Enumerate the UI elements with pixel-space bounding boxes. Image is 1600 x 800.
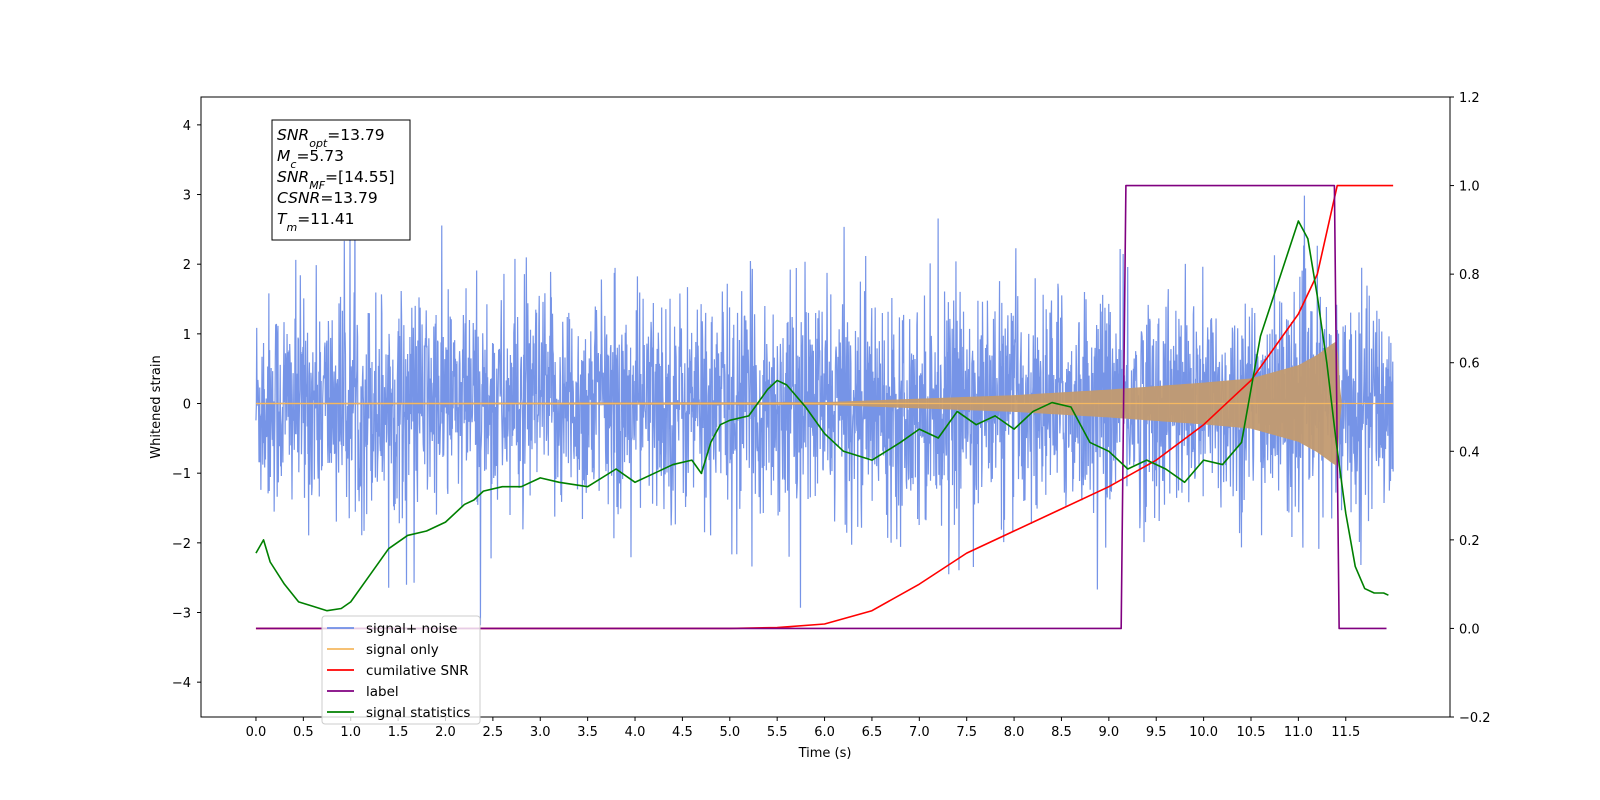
y-left-tick-label: 0	[183, 398, 191, 413]
annotation-line: SNRMF=[14.55]	[277, 168, 395, 192]
y-left-tick-label: −2	[172, 537, 191, 552]
x-tick-label: 10.0	[1189, 725, 1218, 740]
x-axis-label: Time (s)	[798, 746, 852, 761]
x-tick-label: 4.0	[625, 725, 646, 740]
annotation-line: Mc=5.73	[277, 147, 344, 171]
x-tick-label: 6.0	[814, 725, 835, 740]
annotation-line: Tm=11.41	[277, 210, 355, 234]
x-tick-label: 0.0	[246, 725, 267, 740]
x-tick-label: 5.5	[767, 725, 788, 740]
x-tick-label: 11.5	[1331, 725, 1360, 740]
x-tick-label: 0.5	[293, 725, 314, 740]
y-left-tick-label: 2	[183, 258, 191, 273]
legend: signal+ noise signal only cumilative SNR la…	[321, 615, 481, 725]
x-tick-label: 5.0	[719, 725, 740, 740]
legend-label: signal+ noise	[366, 621, 457, 637]
y-axis-label-left: Whitened strain	[149, 355, 164, 458]
x-tick-label: 7.5	[956, 725, 977, 740]
y-right-tick-label: 0.4	[1459, 445, 1480, 460]
axes-frame	[200, 96, 1451, 718]
axis-ticks: 0.0 0.5 1.0 1.5 2.0 2.5 3.0 3.5 4.0 4.5 5.0 5.5 6.0 6…	[172, 91, 1491, 740]
annotation-line: CSNR=13.79	[277, 189, 378, 207]
y-right-tick-label: 0.0	[1459, 622, 1480, 637]
series-cumulative-snr	[255, 184, 1394, 630]
annotation-box: SNRopt=13.79Mc=5.73SNRMF=[14.55]CSNR=13.…	[271, 119, 411, 241]
y-left-tick-label: −1	[172, 467, 191, 482]
x-tick-label: 3.0	[530, 725, 551, 740]
y-right-tick-label: −0.2	[1459, 711, 1491, 726]
x-tick-label: 8.5	[1051, 725, 1072, 740]
y-right-tick-label: 0.8	[1459, 268, 1480, 283]
x-tick-label: 6.5	[862, 725, 883, 740]
y-left-tick-label: 3	[183, 189, 191, 204]
x-tick-label: 3.5	[577, 725, 598, 740]
x-tick-label: 7.0	[909, 725, 930, 740]
x-tick-label: 8.0	[1004, 725, 1025, 740]
y-right-tick-label: 0.2	[1459, 534, 1480, 549]
series-signal-statistics	[255, 220, 1389, 612]
y-left-tick-label: −3	[172, 607, 191, 622]
legend-label: signal statistics	[366, 705, 470, 721]
annotation-line: SNRopt=13.79	[277, 126, 385, 150]
x-tick-label: 10.5	[1237, 725, 1266, 740]
series-signal-noise	[255, 195, 1394, 626]
x-tick-label: 2.0	[435, 725, 456, 740]
legend-label: signal only	[366, 642, 439, 658]
x-tick-label: 4.5	[672, 725, 693, 740]
plot-area	[255, 184, 1394, 630]
x-tick-label: 2.5	[483, 725, 504, 740]
legend-label: label	[366, 684, 399, 700]
x-tick-label: 9.0	[1099, 725, 1120, 740]
x-tick-label: 11.0	[1284, 725, 1313, 740]
y-left-tick-label: 1	[183, 328, 191, 343]
y-right-tick-label: 1.0	[1459, 180, 1480, 195]
series-label	[255, 184, 1387, 630]
x-tick-label: 1.5	[388, 725, 409, 740]
y-left-tick-label: 4	[183, 119, 191, 134]
y-right-tick-label: 1.2	[1459, 91, 1480, 106]
y-left-tick-label: −4	[172, 676, 191, 691]
x-tick-label: 9.5	[1146, 725, 1167, 740]
legend-label: cumilative SNR	[366, 663, 469, 679]
y-right-tick-label: 0.6	[1459, 357, 1480, 372]
x-tick-label: 1.0	[340, 725, 361, 740]
